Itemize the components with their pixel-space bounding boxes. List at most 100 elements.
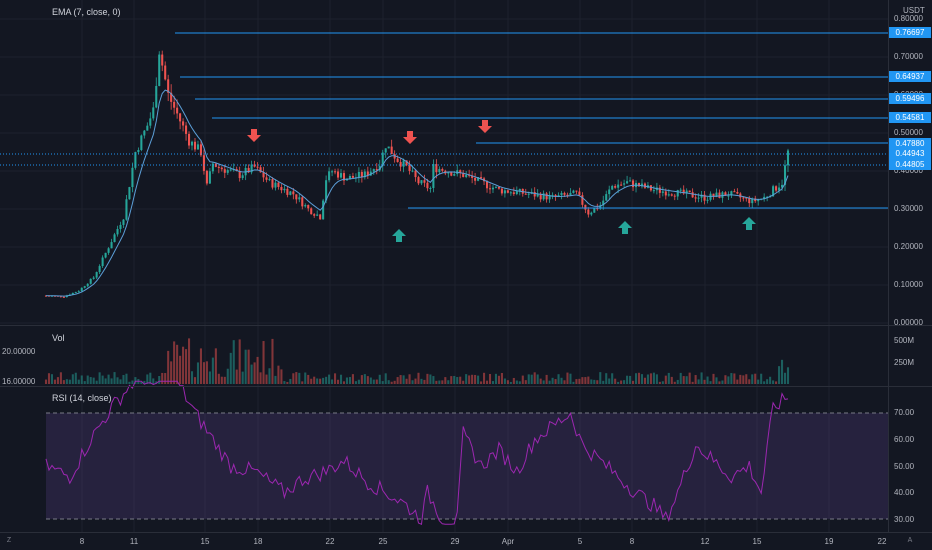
down-arrow-marker	[403, 131, 417, 144]
volume-bar	[268, 368, 271, 384]
candle-body	[527, 193, 530, 195]
time-tick: 15	[752, 537, 762, 546]
candle-body	[208, 171, 211, 184]
candle-body	[724, 192, 727, 196]
volume-bar	[727, 376, 730, 384]
volume-indicator-label[interactable]: Vol	[52, 333, 65, 343]
candle-body	[74, 292, 77, 294]
candle-body	[745, 197, 748, 199]
level-price-tag[interactable]: 0.59496	[889, 93, 931, 104]
candle-body	[623, 183, 626, 185]
volume-bar	[247, 349, 250, 384]
volume-bar	[596, 380, 599, 384]
up-arrow-marker	[618, 221, 632, 234]
volume-bar	[778, 366, 781, 384]
volume-bar	[432, 376, 435, 384]
volume-bar	[402, 375, 405, 384]
rsi-indicator-label[interactable]: RSI (14, close)	[52, 393, 112, 403]
candle-body	[250, 164, 253, 173]
candle-body	[509, 192, 512, 194]
candle-body	[214, 163, 217, 167]
candle-body	[447, 172, 450, 174]
volume-bar	[202, 362, 205, 384]
candle-body	[417, 177, 420, 184]
time-tick: 22	[325, 537, 335, 546]
volume-bar	[116, 377, 119, 384]
volume-right-tick: 250M	[894, 358, 915, 367]
candle-body	[256, 166, 259, 168]
candle-body	[104, 252, 107, 258]
pane-separator-rsi[interactable]	[0, 386, 932, 387]
level-price-tag[interactable]: 0.47880	[889, 138, 931, 149]
volume-bar	[68, 379, 71, 384]
volume-bar	[539, 378, 542, 384]
volume-bar	[92, 377, 95, 384]
volume-bar	[563, 380, 566, 384]
candle-body	[310, 208, 313, 215]
candle-body	[512, 192, 515, 195]
current-price-tag[interactable]: 0.44943	[889, 148, 931, 159]
candle-body	[700, 194, 703, 198]
volume-bar	[676, 379, 679, 384]
candle-body	[369, 171, 372, 176]
candle-body	[557, 195, 560, 197]
volume-bar	[459, 376, 462, 384]
volume-bar	[307, 374, 310, 384]
volume-bar	[179, 355, 182, 384]
volume-bar	[196, 362, 200, 384]
candle-body	[664, 191, 667, 196]
volume-bar	[53, 379, 56, 384]
candle-body	[116, 229, 119, 235]
volume-bar	[336, 379, 340, 384]
level-price-tag[interactable]: 0.76697	[889, 27, 931, 38]
candle-body	[536, 193, 539, 197]
volume-bar	[456, 376, 459, 384]
candle-body	[670, 194, 673, 196]
candle-body	[551, 194, 554, 196]
volume-bar	[515, 380, 518, 384]
auto-scale-button[interactable]: A	[907, 537, 913, 544]
level-price-tag[interactable]: 0.64937	[889, 71, 931, 82]
volume-bar	[742, 375, 745, 384]
candle-body	[518, 188, 521, 192]
candle-body	[334, 171, 337, 173]
volume-bar	[623, 380, 626, 384]
candle-body	[363, 171, 366, 178]
pane-separator-volume[interactable]	[0, 325, 932, 326]
volume-bar	[146, 374, 149, 384]
volume-bar	[581, 377, 584, 384]
candle-body	[182, 121, 185, 126]
volume-bar	[614, 378, 617, 384]
volume-bar	[89, 377, 92, 384]
volume-bar	[772, 380, 775, 384]
volume-bar	[161, 372, 164, 384]
volume-bar	[783, 372, 787, 384]
volume-bar	[715, 377, 718, 384]
candle-body	[187, 133, 191, 146]
volume-bar	[363, 374, 366, 384]
candle-body	[140, 135, 143, 150]
ema-indicator-label[interactable]: EMA (7, close, 0)	[52, 7, 121, 17]
candle-body	[751, 198, 754, 204]
candle-body	[611, 186, 614, 190]
candle-body	[566, 194, 569, 196]
ema-value-tag[interactable]: 0.44805	[889, 159, 931, 170]
volume-bar	[104, 378, 107, 384]
volume-bar	[238, 339, 241, 384]
volume-bar	[453, 375, 456, 384]
candle-body	[101, 257, 104, 267]
time-tick: 29	[450, 537, 460, 546]
candle-body	[697, 197, 700, 199]
candle-body	[89, 278, 92, 284]
volume-bar	[485, 380, 489, 384]
level-price-tag[interactable]: 0.54581	[889, 112, 931, 123]
candle-body	[405, 160, 408, 166]
volume-bar	[134, 377, 137, 384]
candle-body	[471, 175, 474, 178]
volume-bar	[757, 379, 760, 384]
volume-bar	[405, 378, 408, 384]
volume-bar	[283, 381, 286, 384]
zoom-toggle-button[interactable]: Z	[6, 537, 12, 544]
candle-body	[167, 79, 170, 93]
